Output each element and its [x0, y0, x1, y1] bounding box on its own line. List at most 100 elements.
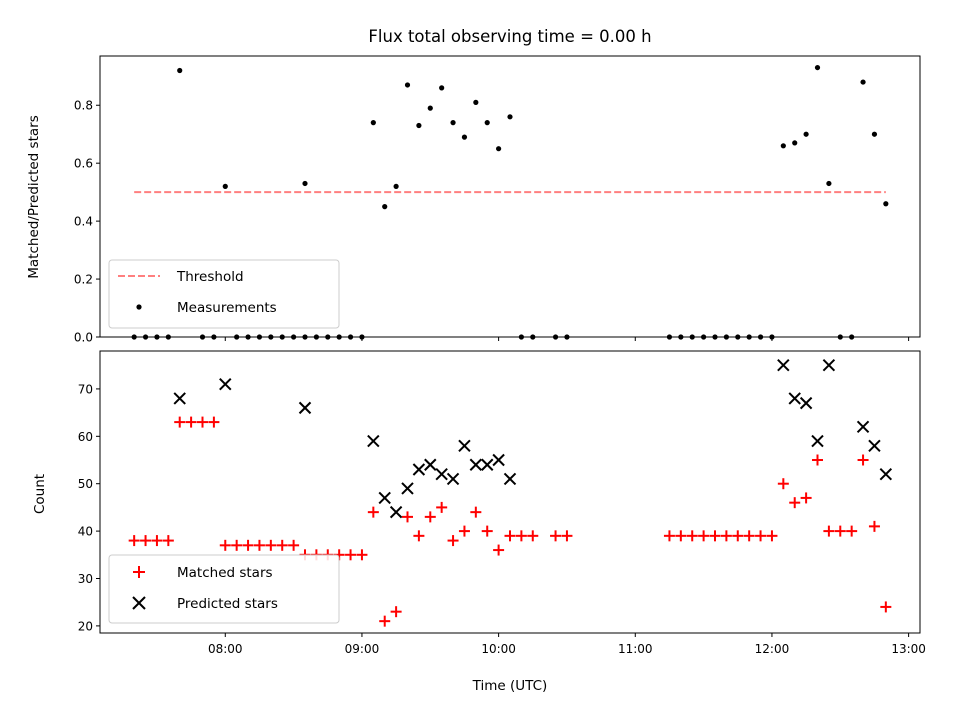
predicted-marker-b	[879, 468, 893, 481]
matched-star-marker	[174, 416, 186, 428]
chart-title: Flux total observing time = 0.00 h	[368, 27, 651, 46]
measurement-point	[792, 140, 798, 146]
predicted-star-marker	[446, 472, 460, 486]
matched-star-marker	[356, 549, 368, 561]
measurement-point	[427, 105, 433, 111]
top-axes-frame	[99, 55, 921, 338]
legend-threshold-label: Threshold	[176, 269, 244, 285]
legend-matched-swatch	[133, 566, 145, 578]
predicted-marker-b	[469, 458, 483, 471]
matched-star-marker	[880, 601, 892, 613]
matched-star-marker	[504, 530, 516, 542]
predicted-marker-b	[856, 420, 870, 434]
top-y-axis-label: Matched/Predicted stars	[26, 115, 42, 278]
predicted-marker-b	[788, 392, 801, 405]
measurement-point	[177, 67, 183, 74]
matched-star-marker	[436, 501, 448, 513]
matched-star-marker	[140, 535, 152, 547]
predicted-marker-b	[298, 401, 312, 415]
predicted-marker-b	[481, 458, 494, 471]
matched-star-marker	[675, 530, 687, 542]
predicted-star-marker	[435, 468, 448, 481]
matched-star-marker	[276, 539, 288, 551]
measurement-point	[473, 99, 479, 105]
bottom-y-tick-label: 50	[78, 477, 93, 491]
top-y-tick-label: 0.6	[74, 157, 93, 171]
measurement-point	[302, 180, 308, 187]
measurement-point	[416, 122, 422, 129]
matched-star-marker	[515, 530, 527, 542]
matched-star-marker	[345, 549, 357, 561]
bottom-axes-frame	[99, 350, 921, 634]
matched-star-marker	[777, 478, 789, 490]
matched-star-marker	[698, 530, 710, 542]
predicted-star-marker	[173, 392, 186, 405]
bottom-y-tick-label: 30	[78, 572, 93, 586]
predicted-star-marker	[822, 359, 836, 372]
matched-star-marker	[402, 511, 413, 523]
measurement-point	[860, 79, 866, 85]
measurement-point	[382, 204, 388, 210]
predicted-marker-b	[424, 458, 437, 471]
matched-star-marker	[550, 530, 562, 542]
matched-star-marker	[367, 506, 379, 518]
matched-star-marker	[288, 539, 300, 551]
top-y-tick-label: 0.0	[74, 331, 93, 345]
matched-star-marker	[868, 520, 880, 532]
matched-star-marker	[743, 530, 755, 542]
matched-star-marker	[789, 497, 801, 509]
predicted-star-marker	[879, 468, 893, 481]
measurement-point	[404, 82, 411, 88]
matched-star-marker	[162, 535, 174, 547]
predicted-star-marker	[492, 453, 505, 467]
measurement-point	[461, 134, 468, 140]
predicted-marker-b	[458, 439, 471, 452]
matched-star-marker	[219, 539, 231, 551]
bottom-y-tick-label: 60	[78, 430, 93, 444]
predicted-marker-b	[173, 392, 186, 405]
matched-star-marker	[561, 530, 573, 542]
predicted-star-marker	[367, 434, 380, 448]
predicted-marker-b	[811, 434, 824, 448]
matched-star-marker	[265, 539, 277, 551]
bottom-y-tick-label: 70	[78, 382, 93, 396]
x-tick-label: 13:00	[891, 642, 926, 656]
matched-star-marker	[732, 530, 744, 542]
measurement-point	[370, 120, 376, 126]
predicted-star-marker	[219, 377, 232, 391]
matched-star-marker	[185, 416, 197, 428]
matched-star-marker	[413, 530, 425, 542]
predicted-marker-b	[822, 359, 836, 372]
matched-star-marker	[800, 492, 812, 504]
legend-predicted-swatch	[132, 596, 146, 610]
matched-star-marker	[720, 530, 732, 542]
predicted-star-marker	[503, 472, 517, 486]
predicted-star-marker	[777, 359, 790, 372]
x-tick-label: 08:00	[208, 642, 243, 656]
predicted-marker-b	[367, 434, 380, 448]
bottom-y-tick-label: 40	[78, 525, 93, 539]
predicted-marker-b	[799, 396, 813, 410]
measurement-point	[883, 201, 889, 207]
predicted-marker-b	[503, 472, 517, 486]
x-tick-label: 11:00	[618, 642, 653, 656]
predicted-star-marker	[481, 458, 494, 471]
bottom-y-tick-label: 20	[78, 619, 93, 633]
predicted-star-marker	[378, 491, 391, 505]
predicted-marker-b	[219, 377, 232, 391]
top-legend-box	[108, 259, 340, 329]
matched-star-marker	[151, 535, 163, 547]
legend-measurements-label: Measurements	[177, 300, 277, 316]
predicted-star-marker	[389, 505, 403, 519]
measurement-point	[222, 183, 228, 189]
predicted-star-marker	[401, 482, 414, 495]
x-tick-label: 12:00	[755, 642, 790, 656]
measurement-point	[780, 143, 786, 149]
predicted-marker-b	[492, 453, 505, 467]
predicted-star-marker	[458, 439, 471, 452]
predicted-marker-b	[446, 472, 460, 486]
matched-star-marker	[424, 511, 436, 523]
legend-predicted-label: Predicted stars	[177, 596, 278, 612]
matched-star-marker	[208, 416, 220, 428]
predicted-star-marker	[469, 458, 483, 471]
